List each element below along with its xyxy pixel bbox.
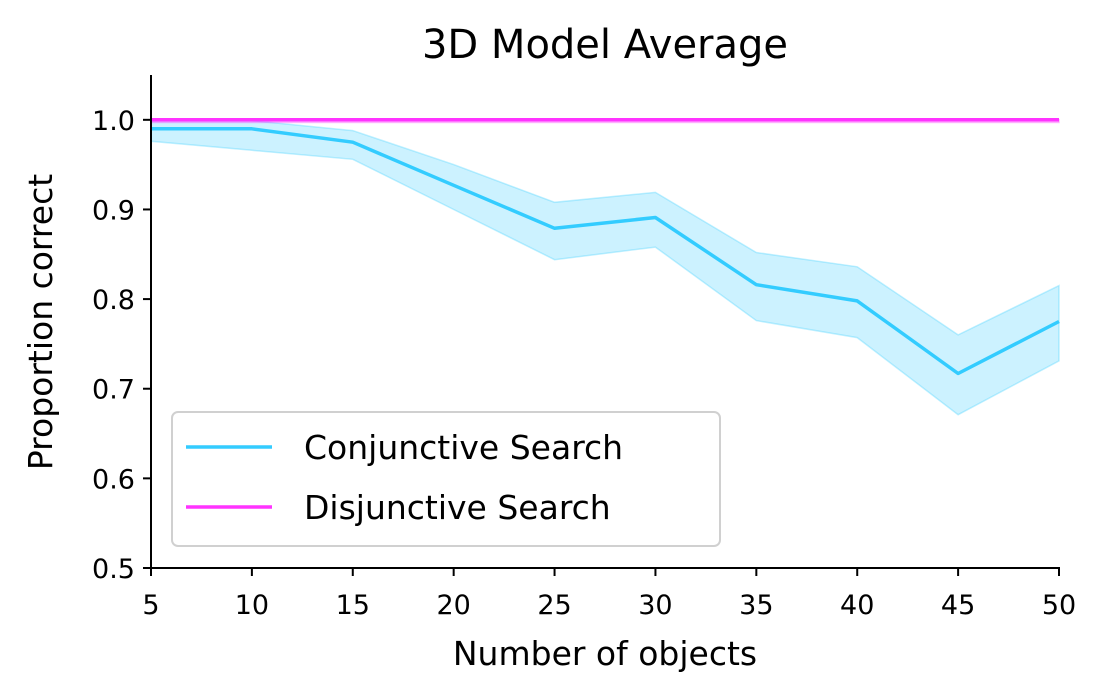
series-lines bbox=[151, 118, 1060, 376]
x-tick-label: 40 bbox=[840, 590, 874, 621]
x-tick-label: 5 bbox=[142, 590, 159, 621]
confidence-bands bbox=[150, 119, 1060, 416]
y-tick-label: 0.9 bbox=[92, 195, 135, 226]
x-tick-label: 25 bbox=[537, 590, 571, 621]
y-axis-ticks: 0.5 0.6 0.7 0.8 0.9 1.0 bbox=[92, 106, 151, 585]
x-tick-label: 15 bbox=[336, 590, 370, 621]
series-line-1 bbox=[151, 127, 1060, 376]
x-axis-label: Number of objects bbox=[453, 634, 757, 673]
y-axis-label: Proportion correct bbox=[21, 174, 60, 470]
series-band-1 bbox=[150, 119, 1060, 416]
y-tick-label: 0.8 bbox=[92, 285, 135, 316]
x-tick-label: 35 bbox=[739, 590, 773, 621]
x-tick-label: 10 bbox=[235, 590, 269, 621]
legend-label-2: Disjunctive Search bbox=[304, 488, 611, 527]
legend-label-1: Conjunctive Search bbox=[304, 428, 623, 467]
x-tick-label: 50 bbox=[1042, 590, 1076, 621]
legend-frame bbox=[171, 411, 721, 547]
y-tick-label: 1.0 bbox=[92, 106, 135, 137]
y-tick-label: 0.6 bbox=[92, 464, 135, 495]
x-tick-label: 20 bbox=[436, 590, 470, 621]
y-tick-label: 0.7 bbox=[92, 375, 135, 406]
legend: Conjunctive Search Disjunctive Search bbox=[171, 411, 721, 547]
x-tick-label: 30 bbox=[638, 590, 672, 621]
chart-title: 3D Model Average bbox=[422, 22, 788, 68]
y-tick-label: 0.5 bbox=[92, 554, 135, 585]
x-tick-label: 45 bbox=[941, 590, 975, 621]
x-axis-ticks: 5 10 15 20 25 30 35 40 45 50 bbox=[142, 568, 1076, 621]
